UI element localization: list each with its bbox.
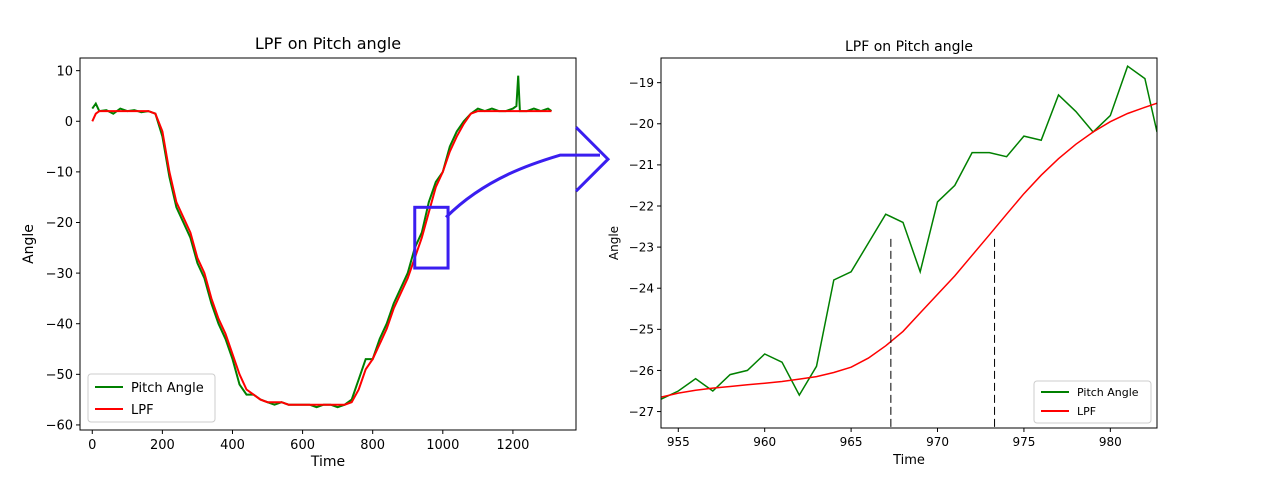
x-tick-label: 965: [840, 435, 863, 449]
series-line-lpf: [661, 102, 1157, 398]
series-line-pitch-angle: [91, 75, 553, 409]
legend: Pitch Angle LPF: [1033, 380, 1152, 424]
chart-title: LPF on Pitch angle: [255, 34, 401, 53]
y-tick-label: −50: [46, 368, 73, 383]
y-tick-label: −60: [46, 419, 73, 434]
y-tick-label: −40: [46, 317, 73, 332]
x-axis-label: Time: [892, 453, 925, 468]
x-tick-label: 960: [753, 435, 776, 449]
x-tick-label: 955: [667, 435, 690, 449]
x-tick-label: 1000: [426, 438, 459, 453]
x-tick-label: 980: [1099, 435, 1122, 449]
y-tick-label: −20: [629, 117, 654, 131]
chart-title: LPF on Pitch angle: [845, 39, 973, 55]
y-axis-label: Angle: [21, 224, 37, 264]
y-tick-label: −23: [629, 240, 654, 254]
series-line-pitch-angle: [661, 65, 1157, 400]
y-tick-label: 0: [65, 115, 73, 130]
series-line-lpf: [91, 110, 552, 406]
x-tick-label: 800: [360, 438, 385, 453]
zoom-arrow-head: [574, 126, 611, 193]
legend: Pitch Angle LPF: [87, 373, 216, 423]
legend-label: LPF: [131, 403, 154, 418]
y-tick-label: −25: [629, 323, 654, 337]
x-tick-label: 600: [290, 438, 315, 453]
x-tick-label: 400: [220, 438, 245, 453]
zoom-connector-curve: [444, 153, 600, 219]
zoom-box: [413, 205, 450, 270]
x-tick-label: 1200: [496, 438, 529, 453]
y-tick-label: −27: [629, 405, 654, 419]
y-tick-label: −20: [46, 216, 73, 231]
legend-label: Pitch Angle: [131, 381, 204, 396]
plot-frame: [79, 57, 577, 431]
y-tick-label: −22: [629, 199, 654, 213]
y-tick-label: −26: [629, 364, 654, 378]
y-tick-label: −24: [629, 282, 654, 296]
zoom-annotation: [413, 126, 611, 270]
panel-2: 955 960 965 970 975 980 −19 −20 −21 −22 −23 −24 −25 −…: [607, 39, 1158, 468]
y-axis-label: Angle: [607, 226, 621, 260]
plot-frame: [660, 57, 1158, 429]
y-tick-label: −10: [46, 166, 73, 181]
x-axis-label: Time: [310, 454, 345, 470]
x-tick-label: 975: [1012, 435, 1035, 449]
y-tick-label: −19: [629, 76, 654, 90]
legend-label: LPF: [1077, 405, 1096, 418]
y-tick-label: 10: [56, 64, 73, 79]
panel-1: 0 200 400 600 800 1000 1200 10 0 −10 −20 −30 −40 −50 −…: [21, 34, 577, 470]
legend-label: Pitch Angle: [1077, 386, 1139, 399]
y-tick-label: −21: [629, 158, 654, 172]
x-tick-label: 200: [150, 438, 175, 453]
x-tick-label: 970: [926, 435, 949, 449]
x-tick-label: 0: [88, 438, 96, 453]
y-tick-label: −30: [46, 267, 73, 282]
